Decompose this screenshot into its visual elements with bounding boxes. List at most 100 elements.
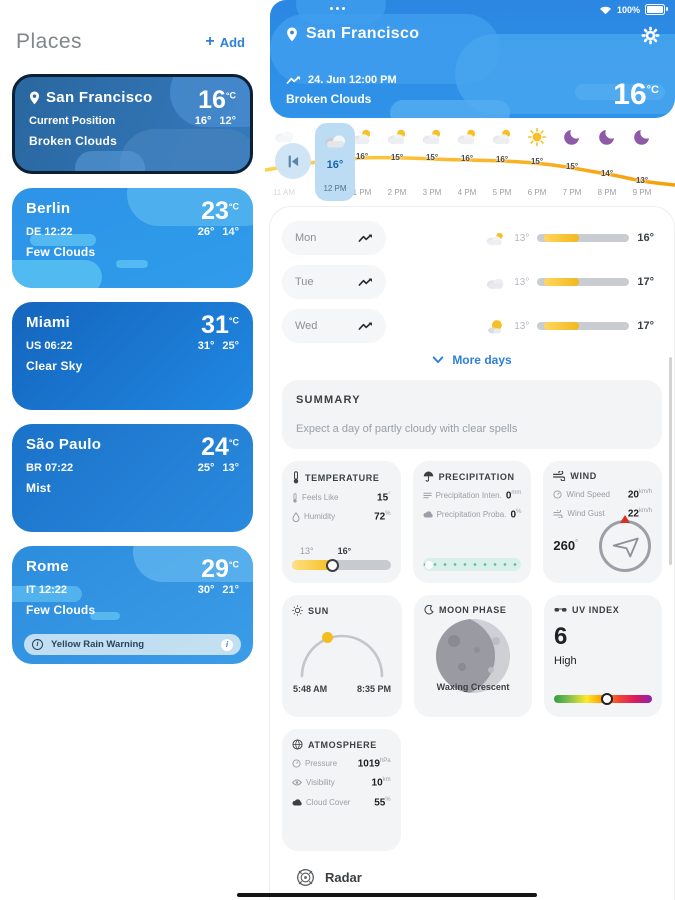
day-pill-tue[interactable]: Tue bbox=[282, 265, 386, 299]
gauge-icon bbox=[553, 490, 562, 499]
current-location-row: San Francisco bbox=[286, 25, 419, 43]
place-name: Berlin bbox=[26, 200, 71, 217]
hour-column[interactable]: 15° 3 PM bbox=[415, 118, 449, 206]
current-weather-header: 100% San Francisco bbox=[270, 0, 675, 118]
gust-icon bbox=[553, 509, 563, 518]
gear-icon bbox=[641, 26, 660, 45]
wind-direction: 260° bbox=[553, 538, 578, 554]
status-notification-dots bbox=[330, 7, 345, 10]
hour-column[interactable]: 15° 2 PM bbox=[380, 118, 414, 206]
hour-column-selected[interactable]: 16° 12 PM bbox=[315, 123, 355, 201]
current-condition: Broken Clouds bbox=[286, 92, 372, 106]
precipitation-card[interactable]: PRECIPITATION Precipitation Inten. 0mm P… bbox=[412, 461, 532, 583]
sun-cloud-icon bbox=[484, 231, 506, 246]
uv-scale-bar bbox=[554, 692, 652, 705]
hour-column[interactable]: 16° 1 PM bbox=[345, 118, 379, 206]
day-row-wed: Wed 13° 17° bbox=[282, 308, 662, 344]
place-name-row: San Francisco bbox=[29, 89, 152, 106]
cloud-decoration bbox=[116, 260, 148, 268]
place-card-sao-paulo[interactable]: São Paulo 24°C BR 07:22 25° 13° Mist bbox=[12, 424, 253, 532]
temp-range-labels: 13° 16° bbox=[300, 546, 352, 556]
day-row-mon: Mon 13° 16° bbox=[282, 220, 662, 256]
uv-value: 6 bbox=[554, 623, 568, 650]
moon-icon bbox=[598, 128, 616, 146]
weather-alert-banner[interactable]: i Yellow Rain Warning i bbox=[24, 634, 241, 655]
cloud-icon bbox=[272, 128, 296, 143]
cloud-decoration bbox=[127, 188, 253, 226]
scrollbar[interactable] bbox=[669, 357, 672, 565]
place-card-rome[interactable]: Rome 29°C IT 12:22 30° 21° Few Clouds i Y… bbox=[12, 546, 253, 664]
uv-index-card[interactable]: UV INDEX 6 High bbox=[544, 595, 662, 717]
radar-button[interactable]: Radar bbox=[290, 867, 368, 888]
hour-time: 2 PM bbox=[387, 188, 407, 197]
summary-text: Expect a day of partly cloudy with clear… bbox=[296, 423, 518, 435]
sun-cloud-icon bbox=[420, 128, 444, 145]
place-name: San Francisco bbox=[46, 89, 153, 106]
hour-temp: 15° bbox=[425, 153, 439, 162]
places-header: Places + Add bbox=[16, 30, 249, 54]
place-condition: Clear Sky bbox=[26, 358, 83, 373]
place-temp: 24°C bbox=[201, 433, 239, 461]
temp-range-slider[interactable] bbox=[292, 558, 391, 572]
place-card-san-francisco[interactable]: San Francisco 16°C Current Position 16° 1… bbox=[12, 74, 253, 174]
settings-button[interactable] bbox=[639, 24, 662, 47]
wind-icon bbox=[553, 471, 566, 481]
trend-icon bbox=[358, 322, 372, 330]
cloud-decoration bbox=[296, 0, 386, 24]
sun-cloud-icon bbox=[455, 128, 479, 145]
place-card-miami[interactable]: Miami 31°C US 06:22 31° 25° Clear Sky bbox=[12, 302, 253, 410]
hour-column[interactable]: 15° 6 PM bbox=[520, 118, 554, 206]
battery-percent: 100% bbox=[616, 4, 640, 15]
place-card-berlin[interactable]: Berlin 23°C DE 12:22 26° 14° Few Clouds bbox=[12, 188, 253, 288]
atmosphere-card[interactable]: ATMOSPHERE Pressure 1019hPa Visibility 1… bbox=[282, 729, 401, 851]
metrics-grid-row2: SUN 5:48 AM 8:35 PM MOON PHASE bbox=[282, 595, 662, 717]
moon-icon bbox=[633, 128, 651, 146]
compass bbox=[599, 514, 651, 572]
day-pill-mon[interactable]: Mon bbox=[282, 221, 386, 255]
current-city: San Francisco bbox=[306, 25, 420, 42]
place-subtitle: DE 12:22 bbox=[26, 225, 73, 238]
place-subtitle: IT 12:22 bbox=[26, 583, 67, 596]
hour-column[interactable]: 16° 4 PM bbox=[450, 118, 484, 206]
day-summary: 13° 17° bbox=[484, 275, 662, 290]
places-title: Places bbox=[16, 30, 83, 53]
slider-knob[interactable] bbox=[325, 558, 339, 572]
hour-column[interactable]: 13° 9 PM bbox=[625, 118, 659, 206]
datetime-row[interactable]: 24. Jun 12:00 PM bbox=[286, 74, 397, 86]
alert-text: Yellow Rain Warning bbox=[51, 639, 145, 650]
temperature-card[interactable]: TEMPERATURE Feels Like 15° Humidity 72% … bbox=[282, 461, 401, 583]
skip-to-start-button[interactable] bbox=[275, 143, 311, 179]
hour-time: 1 PM bbox=[352, 188, 372, 197]
location-pin-icon bbox=[29, 90, 40, 104]
day-pill-wed[interactable]: Wed bbox=[282, 309, 386, 343]
sun-cloud-icon bbox=[385, 128, 409, 145]
plus-icon: + bbox=[205, 33, 215, 50]
sun-card[interactable]: SUN 5:48 AM 8:35 PM bbox=[282, 595, 402, 717]
more-days-button[interactable]: More days bbox=[426, 352, 517, 368]
sunrise-time: 5:48 AM bbox=[293, 684, 328, 694]
place-condition: Few Clouds bbox=[26, 244, 96, 259]
sunglasses-icon bbox=[554, 608, 567, 612]
hour-column[interactable]: 14° 8 PM bbox=[590, 118, 624, 206]
rain-cloud-icon bbox=[423, 511, 433, 518]
uv-indicator-knob bbox=[601, 692, 614, 705]
hour-column-clipped[interactable]: 11 AM bbox=[267, 118, 301, 206]
day-temp-bar bbox=[537, 234, 630, 242]
day-min-temp: 13° bbox=[514, 232, 530, 244]
day-row-tue: Tue 13° 17° bbox=[282, 264, 662, 300]
moon-phase-card[interactable]: MOON PHASE Waxing Crescent bbox=[414, 595, 532, 717]
cloud-icon bbox=[322, 132, 348, 148]
place-condition: Broken Clouds bbox=[29, 133, 117, 148]
place-name: Miami bbox=[26, 314, 71, 331]
thermometer-icon bbox=[293, 471, 299, 484]
hour-column[interactable]: 16° 5 PM bbox=[485, 118, 519, 206]
hour-column[interactable]: 15° 7 PM bbox=[555, 118, 589, 206]
add-place-button[interactable]: + Add bbox=[201, 30, 249, 54]
home-indicator[interactable] bbox=[237, 892, 537, 897]
hour-temp: 15° bbox=[530, 157, 544, 166]
moon-phase-label: Waxing Crescent bbox=[436, 682, 510, 692]
summary-card: SUMMARY Expect a day of partly cloudy wi… bbox=[282, 380, 662, 449]
wind-card[interactable]: WIND Wind Speed 20km/h Wind Gust 22km/h … bbox=[543, 461, 662, 583]
place-temp: 16°C bbox=[198, 86, 236, 114]
